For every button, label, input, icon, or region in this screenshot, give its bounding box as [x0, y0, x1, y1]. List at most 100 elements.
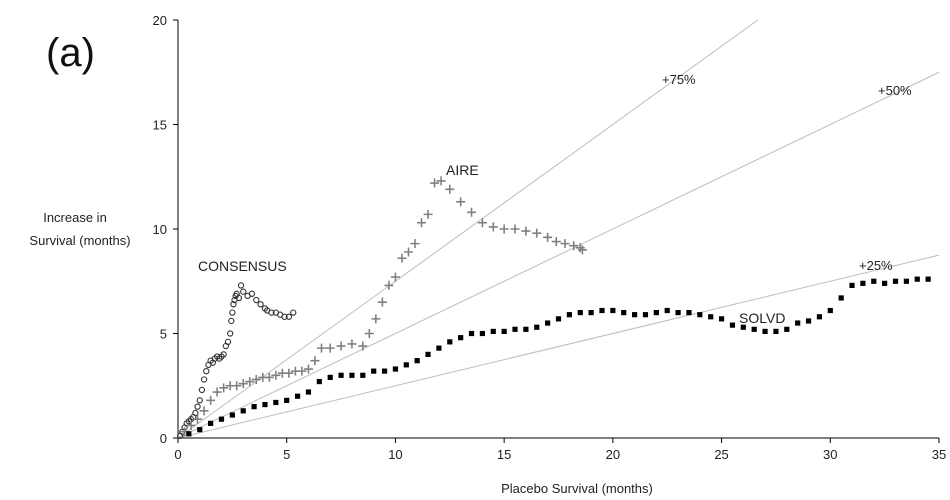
- y-axis-title-line-2: Survival (months): [29, 233, 130, 248]
- data-point: [229, 412, 235, 418]
- data-point: [740, 324, 746, 330]
- x-tick-label: 20: [606, 447, 620, 462]
- data-point: [230, 301, 237, 308]
- data-point: [675, 310, 681, 316]
- data-point: [285, 313, 293, 320]
- ref-label-plus-75: +75%: [662, 72, 696, 87]
- data-point: [425, 351, 431, 357]
- panel-label: (a): [46, 31, 95, 75]
- data-point: [532, 228, 542, 238]
- data-point: [468, 330, 475, 337]
- data-point: [534, 324, 540, 330]
- data-point: [882, 280, 888, 286]
- data-point: [364, 329, 374, 338]
- series-label-consensus: CONSENSUS: [198, 258, 287, 274]
- reference-line-2: [177, 19, 759, 439]
- data-point: [196, 397, 203, 404]
- data-point: [610, 307, 616, 314]
- data-point: [490, 328, 496, 335]
- data-point: [816, 314, 823, 320]
- data-point: [251, 374, 261, 384]
- data-point: [827, 307, 833, 314]
- data-point: [198, 386, 206, 394]
- data-point: [349, 372, 355, 378]
- data-point: [232, 381, 242, 391]
- data-point: [316, 378, 322, 385]
- data-point: [686, 310, 692, 316]
- data-point: [621, 310, 627, 316]
- data-point: [577, 310, 583, 316]
- data-point: [203, 367, 210, 375]
- data-point: [403, 362, 409, 368]
- data-point: [729, 322, 736, 328]
- reference-line-0: [177, 254, 940, 439]
- data-point: [305, 389, 312, 395]
- data-point: [417, 218, 427, 228]
- data-point: [512, 326, 518, 332]
- data-point: [914, 276, 920, 282]
- data-point: [251, 404, 257, 410]
- data-point: [347, 339, 357, 349]
- data-point: [545, 320, 551, 326]
- data-point: [488, 222, 498, 232]
- data-point: [795, 320, 801, 326]
- data-point: [410, 239, 420, 249]
- data-point: [575, 243, 585, 253]
- data-point: [264, 372, 274, 382]
- data-point: [860, 280, 866, 286]
- data-point: [200, 376, 208, 383]
- data-point: [718, 316, 725, 322]
- data-point: [632, 312, 638, 318]
- data-point: [773, 328, 779, 335]
- data-point: [229, 309, 236, 316]
- series-label-solvd: SOLVD: [739, 310, 785, 326]
- data-point: [240, 408, 246, 414]
- data-point: [294, 393, 301, 399]
- data-point: [257, 301, 264, 308]
- data-point: [390, 272, 400, 282]
- data-point: [297, 366, 307, 376]
- data-point: [664, 307, 670, 314]
- x-tick-label: 30: [823, 447, 837, 462]
- data-point: [197, 427, 203, 433]
- data-point: [224, 338, 232, 346]
- data-point: [218, 416, 225, 422]
- data-point: [569, 241, 579, 251]
- x-axis-title: Placebo Survival (months): [501, 481, 653, 496]
- data-point: [290, 309, 297, 316]
- data-point: [268, 309, 275, 316]
- data-point: [543, 232, 553, 242]
- y-tick-label: 20: [153, 13, 167, 28]
- data-point: [212, 387, 222, 397]
- x-tick-label: 25: [714, 447, 728, 462]
- data-point: [436, 345, 442, 351]
- x-tick-label: 5: [283, 447, 290, 462]
- data-point: [245, 377, 255, 387]
- data-point: [220, 351, 227, 358]
- data-point: [336, 341, 346, 351]
- y-tick-label: 10: [153, 222, 167, 237]
- data-point: [588, 310, 594, 316]
- data-point: [430, 178, 440, 188]
- data-point: [303, 364, 313, 374]
- y-tick-label: 5: [160, 327, 167, 342]
- data-point: [262, 401, 268, 408]
- data-point: [281, 313, 288, 320]
- series-solvd: [186, 276, 931, 437]
- data-point: [284, 397, 290, 403]
- ref-label-plus-50: +50%: [878, 83, 912, 98]
- data-point: [423, 209, 433, 219]
- data-point: [510, 224, 520, 234]
- x-tick-label: 0: [174, 447, 181, 462]
- series-consensus: [177, 282, 297, 440]
- data-point: [456, 197, 466, 207]
- data-point: [501, 328, 507, 335]
- data-point: [653, 310, 659, 316]
- data-point: [599, 307, 605, 314]
- data-point: [338, 372, 344, 378]
- data-point: [392, 366, 399, 372]
- data-point: [523, 326, 529, 332]
- series-marks: [177, 176, 931, 440]
- data-point: [327, 374, 333, 380]
